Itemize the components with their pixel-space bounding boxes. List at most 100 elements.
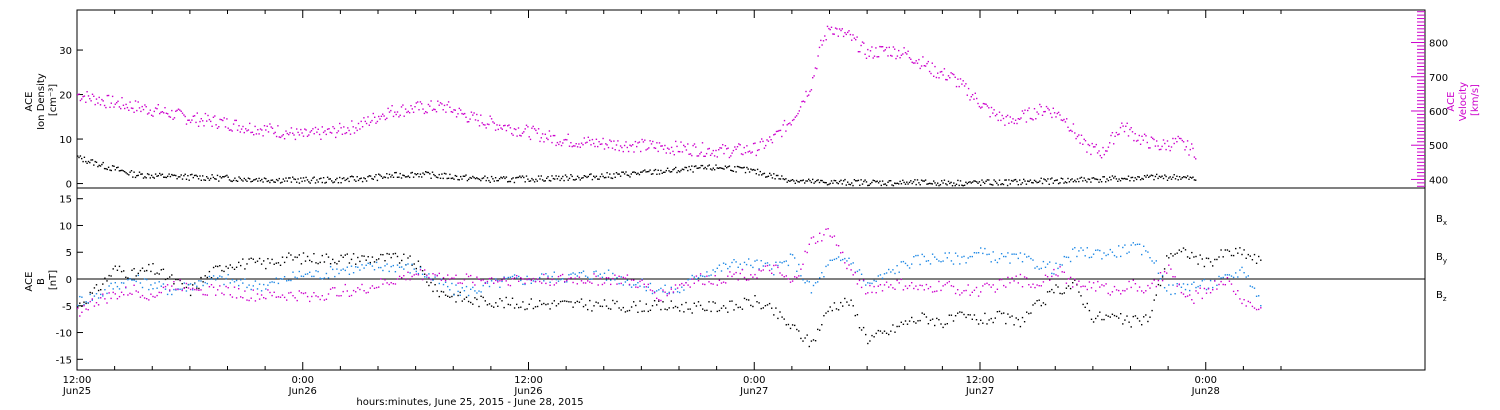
bz-point — [994, 291, 996, 293]
velocity-point — [564, 138, 567, 141]
by-point — [499, 286, 501, 288]
bz-point — [388, 283, 390, 286]
velocity-point — [1060, 119, 1062, 121]
velocity-point — [821, 44, 823, 46]
by-point — [1049, 261, 1051, 263]
bx-point — [1126, 315, 1128, 317]
velocity-point — [364, 120, 366, 123]
bx-point — [722, 305, 725, 307]
velocity-point — [251, 131, 254, 133]
bz-point — [1241, 302, 1243, 305]
bz-point — [386, 282, 388, 284]
bx-point — [727, 311, 729, 313]
bz-point — [597, 284, 599, 286]
density-point — [601, 173, 603, 175]
velocity-point — [700, 151, 702, 153]
velocity-point — [310, 130, 313, 132]
bz-point — [988, 284, 990, 286]
bx-point — [1143, 316, 1145, 318]
bx-point — [419, 265, 422, 268]
velocity-point — [477, 119, 479, 122]
velocity-point — [520, 135, 522, 137]
bz-point — [950, 285, 953, 287]
velocity-point — [1087, 143, 1089, 146]
bz-point — [520, 277, 522, 279]
density-point — [586, 176, 588, 179]
density-point — [1055, 179, 1057, 181]
density-point — [419, 173, 422, 175]
bz-point — [545, 282, 547, 285]
density-point — [794, 182, 796, 184]
bz-point — [741, 269, 744, 271]
by-point — [461, 287, 463, 289]
bz-point — [1161, 279, 1164, 282]
velocity-point — [470, 111, 473, 113]
density-point — [894, 182, 896, 184]
density-point — [302, 177, 305, 179]
bz-point — [93, 305, 96, 307]
velocity-point — [963, 85, 966, 87]
bx-point — [166, 277, 169, 280]
velocity-point — [1023, 112, 1025, 115]
bz-point — [344, 283, 346, 286]
velocity-point — [1071, 130, 1073, 133]
bz-point — [493, 282, 495, 284]
by-point — [679, 291, 681, 294]
density-point — [927, 183, 929, 185]
by-point — [1243, 272, 1245, 274]
by-point — [848, 257, 850, 259]
density-point — [937, 182, 939, 184]
density-point — [1071, 178, 1073, 180]
by-point — [890, 271, 892, 273]
density-axis-label-line1: ACE — [24, 92, 35, 112]
x-tick-date: Jun25 — [62, 386, 91, 397]
density-point — [94, 160, 96, 163]
bz-point — [1103, 285, 1105, 287]
bz-point — [141, 294, 144, 297]
velocity-point — [1174, 137, 1177, 140]
velocity-point — [1149, 147, 1151, 149]
velocity-point — [1148, 147, 1150, 149]
density-point — [675, 166, 677, 169]
x-tick-label: 0:00 — [743, 375, 765, 386]
velocity-point — [685, 149, 688, 151]
density-point — [868, 184, 870, 186]
velocity-point — [894, 48, 896, 50]
by-point — [902, 260, 905, 263]
velocity-point — [254, 125, 256, 128]
x-axis-title: hours:minutes, June 25, 2015 - June 28, … — [356, 397, 583, 408]
velocity-point — [406, 111, 408, 114]
density-point — [769, 172, 771, 175]
velocity-point — [1006, 114, 1009, 117]
bz-point — [837, 245, 840, 247]
velocity-point — [752, 142, 755, 145]
bz-point — [662, 289, 664, 291]
bz-point — [1034, 286, 1036, 289]
velocity-point — [353, 132, 356, 134]
density-point — [439, 177, 442, 179]
bx-point — [192, 284, 194, 286]
bx-point — [810, 340, 813, 342]
by-point — [837, 256, 840, 258]
density-point — [224, 175, 227, 177]
velocity-point — [798, 110, 800, 112]
density-point — [665, 169, 667, 172]
bz-point — [200, 289, 202, 291]
bz-point — [1122, 289, 1124, 292]
velocity-point — [503, 125, 505, 127]
bz-point — [817, 240, 819, 243]
density-point — [718, 167, 720, 169]
density-point — [661, 172, 663, 174]
density-point — [859, 184, 861, 186]
density-point — [204, 179, 207, 181]
by-point — [1076, 255, 1078, 258]
bx-point — [635, 304, 637, 307]
density-point — [924, 179, 927, 181]
velocity-point — [160, 111, 162, 113]
velocity-point — [683, 144, 685, 147]
velocity-point — [243, 131, 245, 134]
density-point — [395, 171, 397, 174]
velocity-point — [404, 108, 407, 110]
velocity-point — [466, 121, 469, 123]
